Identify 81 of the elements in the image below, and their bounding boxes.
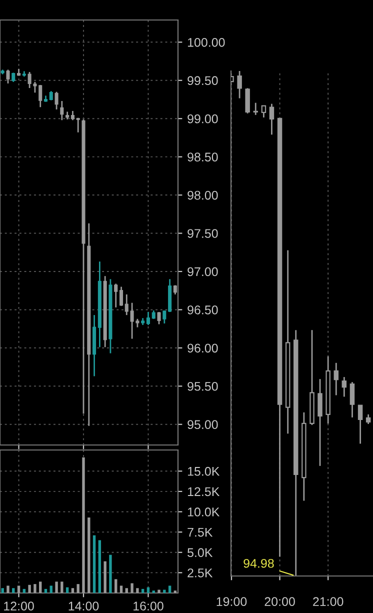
x-tick-label: 21:00 — [313, 597, 344, 606]
annotation: 94.98 — [244, 558, 274, 568]
x-tick-label: 14:00 — [68, 602, 99, 611]
bar — [50, 586, 52, 593]
x-tick-label: 20:00 — [264, 597, 295, 606]
bar — [92, 535, 96, 593]
y-tick-label: 95.00 — [188, 420, 218, 430]
bar — [163, 590, 166, 593]
bar — [120, 586, 123, 593]
bar — [44, 588, 48, 593]
y-tick-label: 12.5K — [188, 487, 220, 496]
candlestick — [342, 376, 347, 398]
candlestick — [70, 110, 74, 121]
y-tick-label: 2.5K — [188, 568, 213, 578]
candlestick — [76, 117, 80, 134]
candlestick — [146, 311, 150, 326]
y-tick-label: 99.00 — [188, 114, 218, 124]
bar — [28, 584, 31, 593]
bar — [66, 587, 69, 593]
candlestick — [60, 100, 64, 121]
candlestick — [54, 91, 58, 110]
y-tick-label: 5.0K — [188, 548, 213, 558]
y-tick-label: 99.50 — [188, 76, 218, 86]
candlestick — [173, 284, 177, 296]
bar — [60, 582, 64, 593]
x-tick-label: 12:00 — [4, 602, 34, 611]
candlestick — [366, 414, 371, 425]
y-tick-label: 98.50 — [188, 152, 218, 162]
bar — [82, 457, 85, 593]
candlestick — [350, 381, 355, 418]
y-tick-label: 96.00 — [188, 344, 218, 353]
x-tick-label: 19:00 — [216, 597, 247, 606]
candlestick — [269, 103, 274, 136]
candlestick — [245, 87, 250, 114]
bar — [17, 586, 20, 593]
y-tick-label: 97.00 — [188, 267, 218, 276]
y-tick-label: 96.50 — [188, 306, 218, 314]
bar — [141, 588, 144, 593]
bar — [125, 588, 128, 593]
y-tick-label: 10.0K — [188, 508, 220, 516]
bar — [71, 588, 74, 593]
bar — [114, 579, 118, 593]
candlestick — [358, 404, 363, 444]
candlestick — [157, 311, 161, 325]
y-tick-label: 15.0K — [188, 466, 220, 476]
candlestick — [124, 294, 128, 316]
candlestick — [119, 286, 124, 307]
bar — [39, 582, 42, 593]
candlestick — [162, 310, 166, 324]
bar — [136, 588, 139, 593]
candlestick — [114, 283, 118, 308]
bar — [104, 561, 106, 593]
candlestick — [49, 90, 53, 101]
y-tick-label: 97.50 — [188, 229, 218, 238]
bar — [98, 540, 102, 593]
bar — [1, 588, 4, 593]
candlestick — [318, 378, 322, 467]
bar — [146, 587, 150, 593]
bar — [168, 586, 172, 593]
y-tick-label: 98.00 — [188, 190, 218, 200]
candlestick — [334, 362, 339, 396]
bar — [22, 588, 26, 593]
candlestick — [6, 68, 10, 84]
y-tick-label: 100.00 — [188, 38, 225, 47]
candlestick — [253, 102, 258, 116]
candlestick — [237, 71, 242, 99]
bar — [130, 583, 134, 593]
x-tick-label: 16:00 — [134, 602, 164, 611]
candlestick — [38, 84, 42, 108]
bar — [88, 517, 90, 593]
bar — [12, 588, 15, 593]
y-tick-label: 95.50 — [188, 382, 218, 391]
bar — [109, 554, 112, 593]
bar — [76, 584, 80, 593]
bar — [158, 590, 160, 593]
bar — [55, 582, 58, 593]
y-tick-label: 7.5K — [188, 528, 213, 537]
candlestick — [261, 105, 266, 118]
bar — [34, 584, 36, 593]
bar — [6, 586, 10, 593]
candlestick — [12, 72, 16, 83]
